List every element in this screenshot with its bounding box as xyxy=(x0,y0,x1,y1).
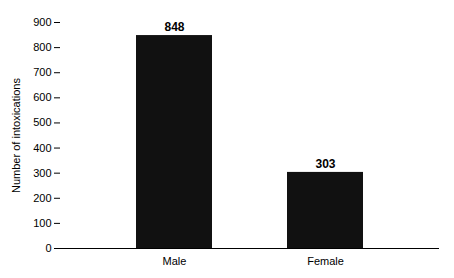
svg-text:400: 400 xyxy=(33,142,51,154)
svg-text:500: 500 xyxy=(33,116,51,128)
svg-text:Male: Male xyxy=(163,255,187,267)
svg-text:800: 800 xyxy=(33,41,51,53)
svg-text:303: 303 xyxy=(315,157,335,171)
svg-text:200: 200 xyxy=(33,192,51,204)
svg-text:700: 700 xyxy=(33,66,51,78)
svg-text:600: 600 xyxy=(33,91,51,103)
svg-text:Female: Female xyxy=(307,255,344,267)
svg-text:900: 900 xyxy=(33,16,51,28)
svg-text:848: 848 xyxy=(164,20,184,34)
svg-text:0: 0 xyxy=(45,242,51,254)
svg-text:300: 300 xyxy=(33,167,51,179)
svg-text:Number of intoxications: Number of intoxications xyxy=(10,78,22,193)
svg-text:100: 100 xyxy=(33,217,51,229)
